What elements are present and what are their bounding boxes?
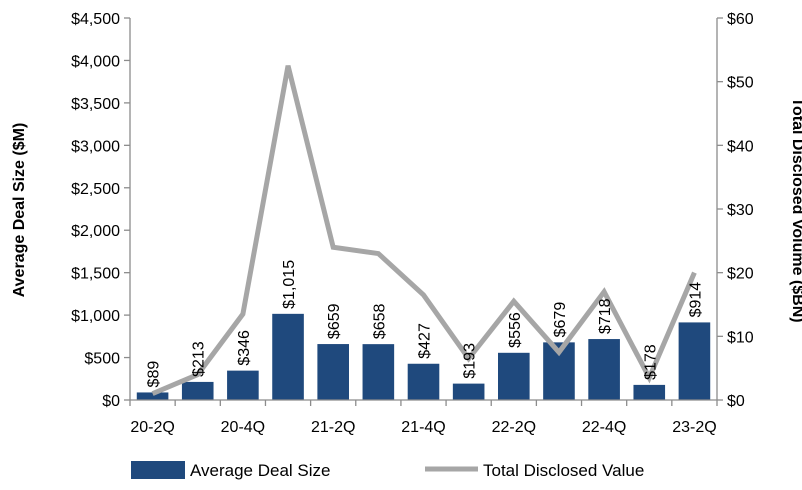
data-label-21-1Q: $1,015	[281, 260, 298, 309]
left-tick-label: $3,500	[71, 96, 120, 113]
left-tick-label: $4,500	[71, 11, 120, 28]
data-label-20-3Q: $213	[191, 341, 208, 377]
x-tick-label: 21-4Q	[401, 419, 445, 436]
left-tick-label: $4,000	[71, 53, 120, 70]
legend-swatch-average-deal-size	[131, 461, 185, 479]
left-tick-label: $2,000	[71, 223, 120, 240]
x-tick-label: 22-4Q	[582, 419, 626, 436]
bar-22-1Q	[452, 383, 485, 400]
bar-22-4Q	[588, 339, 620, 400]
bar-21-2Q	[317, 344, 349, 400]
data-label-21-2Q: $659	[326, 303, 343, 339]
data-label-20-2Q: $89	[146, 361, 163, 388]
left-axis-title: Average Deal Size ($M)	[11, 123, 28, 298]
legend: Average Deal Size Total Disclosed Value	[131, 461, 644, 480]
data-label-22-2Q: $556	[507, 312, 524, 348]
bar-21-1Q	[272, 313, 304, 400]
bar-21-3Q	[362, 344, 395, 400]
bar-20-3Q	[181, 381, 214, 400]
data-label-21-3Q: $658	[371, 303, 388, 339]
data-label-22-3Q: $679	[552, 302, 569, 338]
right-tick-label: $0	[727, 393, 745, 410]
x-tick-label: 23-2Q	[672, 419, 716, 436]
bar-23-1Q	[633, 384, 666, 400]
line-total-disclosed-value	[151, 65, 697, 396]
right-tick-label: $30	[727, 202, 754, 219]
data-labels-layer: $89 $213 $346 $1,015 $659 $658 $427 $193 $556 $67…	[146, 260, 705, 388]
left-tick-label: $3,000	[71, 138, 120, 155]
data-label-22-4Q: $718	[597, 298, 614, 334]
legend-label-average-deal-size: Average Deal Size	[190, 461, 331, 480]
bar-22-2Q	[498, 352, 530, 400]
left-tick-label: $1,500	[71, 266, 120, 283]
right-tick-label: $10	[727, 329, 754, 346]
legend-label-total-disclosed-value: Total Disclosed Value	[483, 461, 644, 480]
right-tick-label: $50	[727, 75, 754, 92]
bar-23-2Q	[678, 322, 711, 400]
x-tick-label: 22-2Q	[492, 419, 536, 436]
right-tick-label: $60	[727, 11, 754, 28]
left-tick-label: $500	[84, 351, 120, 368]
left-tick-label: $1,000	[71, 308, 120, 325]
right-axis-title: Total Disclosed Volume ($BN)	[789, 97, 802, 322]
data-label-23-2Q: $914	[687, 282, 704, 318]
right-tick-label: $40	[727, 138, 754, 155]
x-tick-label: 20-2Q	[130, 419, 174, 436]
data-label-21-4Q: $427	[417, 323, 434, 359]
bar-20-2Q	[136, 392, 169, 400]
ticks-layer: $0 $500 $1,000 $1,500 $2,000 $2,500 $3,000 $3,5…	[71, 11, 754, 436]
x-tick-label: 21-2Q	[311, 419, 355, 436]
x-tick-label: 20-4Q	[221, 419, 265, 436]
data-label-22-1Q: $193	[462, 343, 479, 379]
left-tick-label: $0	[102, 393, 120, 410]
bar-20-4Q	[227, 370, 259, 400]
left-tick-label: $2,500	[71, 181, 120, 198]
line-layer	[151, 65, 697, 396]
right-tick-label: $20	[727, 266, 754, 283]
data-label-20-4Q: $346	[236, 330, 253, 366]
bar-21-4Q	[407, 363, 440, 400]
data-label-23-1Q: $178	[642, 344, 659, 380]
